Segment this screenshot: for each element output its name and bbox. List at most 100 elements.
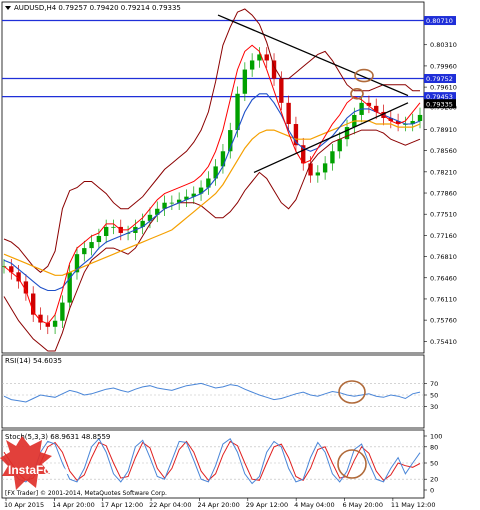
candle-body	[249, 60, 255, 70]
main-plot	[1, 8, 424, 352]
candle-body	[322, 163, 328, 173]
candle-body	[337, 139, 342, 152]
candle-body	[111, 226, 116, 228]
candle-body	[330, 151, 335, 164]
stoch-level-label: 0	[430, 487, 434, 495]
price-tick-label: 0.76110	[430, 295, 457, 303]
candle-body	[103, 226, 109, 236]
candle-body	[38, 314, 43, 323]
price-tick-label: 0.76460	[430, 274, 457, 282]
rsi-level-label: 30	[430, 403, 438, 411]
candle-body	[220, 151, 226, 167]
candle-body	[74, 254, 80, 273]
level-price-label: 0.79453	[426, 93, 453, 101]
candle-body	[9, 266, 14, 273]
candle-body	[31, 293, 36, 315]
candle-body	[67, 272, 72, 303]
level-price-tag	[424, 16, 456, 26]
candle-body	[155, 208, 160, 215]
stoch-highlight-circle	[337, 449, 367, 479]
stoch-level-label: 80	[430, 443, 438, 451]
stoch-level-label: 100	[430, 433, 442, 441]
candle-body	[140, 220, 145, 227]
price-axis: 0.803100.799600.796100.792800.789100.785…	[424, 16, 457, 346]
candle-body	[206, 178, 211, 188]
price-tick-label: 0.79960	[430, 62, 457, 70]
symbol-ohlc-label: AUDUSD,H4 0.79257 0.79420 0.79214 0.7933…	[14, 4, 181, 12]
candle-body	[89, 242, 94, 249]
stoch-level-label: 20	[430, 476, 438, 484]
main-panel	[1, 1, 425, 354]
copyright-text: [FX Trader] © 2001-2014, MetaQuotes Soft…	[5, 490, 167, 497]
candle-body	[388, 117, 393, 121]
candle-body	[308, 163, 313, 176]
candle-body	[23, 281, 29, 294]
price-tick-label: 0.80310	[430, 41, 457, 49]
candle-body	[395, 121, 401, 125]
stoch-level-label: 50	[430, 460, 438, 468]
candle-body	[264, 54, 269, 61]
level-price-tag	[424, 99, 456, 109]
rsi-highlight-circle	[338, 380, 366, 404]
time-tick-label: 10 Apr 2015	[4, 501, 44, 509]
watermark-brand: InstaForex	[8, 463, 69, 477]
stoch-plot: 100 80 50 20 0	[2, 433, 442, 495]
candle-body	[191, 193, 196, 197]
candle-body	[16, 272, 21, 282]
candle-body	[82, 248, 87, 255]
candle-body	[45, 322, 50, 327]
candle-body	[374, 105, 379, 112]
instaforex-logo: InstaForex	[0, 436, 69, 490]
stoch-title: Stoch(5,3,3) 68.9631 48.8559	[5, 433, 110, 441]
level-price-tag	[424, 74, 456, 84]
price-tick-label: 0.78910	[430, 126, 457, 134]
candle-body	[60, 302, 65, 321]
highlight-circle	[354, 68, 374, 83]
stoch-signal-line	[3, 440, 421, 482]
price-tick-label: 0.78560	[430, 147, 457, 155]
price-tick-label: 0.75410	[430, 338, 457, 346]
candle-body	[184, 196, 189, 200]
stoch-panel	[1, 429, 425, 499]
level-price-label: 0.79335	[426, 100, 453, 108]
candle-body	[169, 202, 175, 204]
time-tick-label: 17 Apr 12:00	[101, 501, 143, 509]
candle-body	[235, 93, 240, 131]
candle-body	[96, 236, 102, 243]
price-tick-label: 0.78210	[430, 168, 457, 176]
time-tick-label: 24 Apr 20:00	[197, 501, 239, 509]
candle-body	[257, 54, 262, 61]
level-price-tag	[424, 92, 456, 102]
price-tick-label: 0.77860	[430, 190, 457, 198]
moving-average-mid	[3, 93, 421, 292]
moving-average-fast	[3, 44, 421, 325]
time-axis: 10 Apr 2015 14 Apr 20:00 17 Apr 12:00 22 Ap…	[4, 498, 435, 509]
time-tick-label: 6 May 20:00	[343, 501, 383, 509]
candle-body	[286, 102, 291, 125]
rsi-level-label: 50	[430, 392, 438, 400]
triangle-lower-line	[253, 102, 409, 174]
candle-body	[176, 199, 182, 203]
price-tick-label: 0.76810	[430, 253, 457, 261]
candle-body	[417, 114, 423, 121]
time-tick-label: 22 Apr 04:00	[149, 501, 191, 509]
highlight-circle	[350, 87, 364, 100]
candle-body	[242, 69, 248, 94]
candle-body	[162, 202, 167, 209]
candle-body	[198, 187, 204, 194]
rsi-line	[3, 382, 421, 403]
candle-body	[271, 60, 277, 79]
triangle-upper-line	[217, 14, 409, 97]
bollinger-upper-band	[3, 8, 420, 273]
candle-body	[228, 130, 233, 152]
candle-body	[410, 121, 415, 125]
rsi-title: RSI(14) 54.6035	[5, 357, 62, 365]
price-tick-label: 0.77510	[430, 211, 457, 219]
rsi-level-label: 70	[430, 380, 438, 388]
collapse-triangle-icon	[5, 6, 11, 10]
candle-body	[52, 320, 58, 327]
price-tick-label: 0.75760	[430, 317, 457, 325]
price-tick-label: 0.79610	[430, 84, 457, 92]
